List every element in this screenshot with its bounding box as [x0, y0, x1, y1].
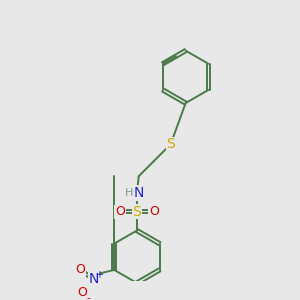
Text: +: +: [95, 270, 103, 280]
Text: S: S: [166, 137, 175, 151]
Text: N: N: [134, 186, 144, 200]
Text: N: N: [88, 272, 99, 286]
Text: S: S: [133, 205, 141, 219]
Text: H: H: [125, 188, 134, 198]
Text: O: O: [149, 205, 159, 218]
Text: O: O: [115, 205, 125, 218]
Text: O: O: [76, 263, 85, 276]
Text: -: -: [87, 293, 91, 300]
Text: O: O: [77, 286, 87, 299]
